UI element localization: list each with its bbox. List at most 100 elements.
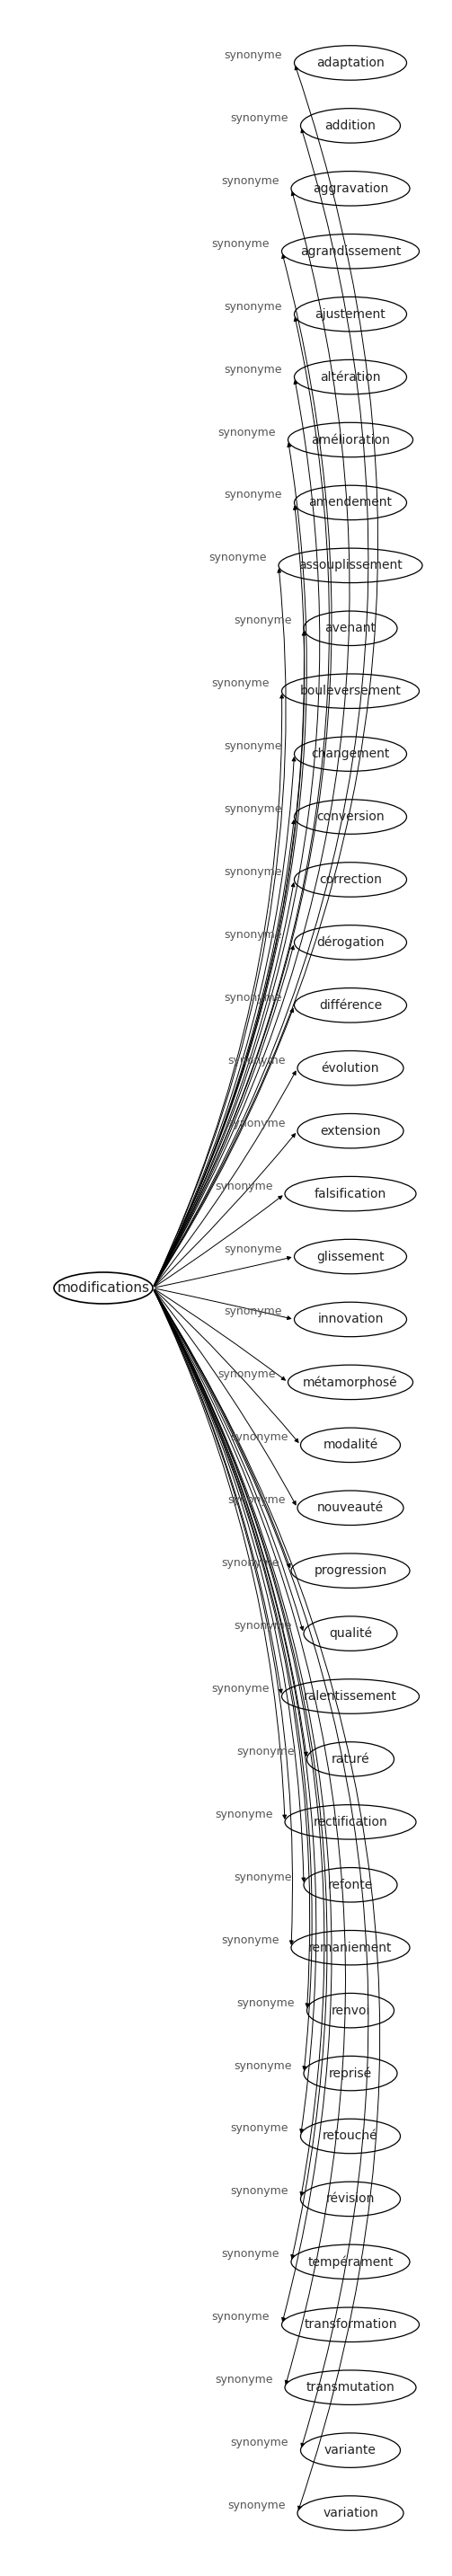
Text: tempérament: tempérament [307, 2257, 393, 2269]
FancyArrowPatch shape [154, 443, 306, 1285]
Text: altération: altération [320, 371, 381, 384]
Text: synonyme: synonyme [227, 1494, 285, 1507]
Text: transformation: transformation [304, 2318, 397, 2331]
Text: conversion: conversion [316, 811, 385, 824]
Text: synonyme: synonyme [221, 1935, 279, 1945]
Text: synonyme: synonyme [224, 49, 282, 62]
Text: amendement: amendement [309, 497, 392, 510]
Text: synonyme: synonyme [224, 363, 282, 376]
Text: révision: révision [326, 2192, 375, 2205]
FancyArrowPatch shape [154, 569, 286, 1285]
FancyArrowPatch shape [154, 1291, 332, 2321]
Text: synonyme: synonyme [231, 1432, 288, 1443]
Text: synonyme: synonyme [231, 2184, 288, 2197]
FancyArrowPatch shape [154, 317, 329, 1285]
FancyArrowPatch shape [155, 1291, 298, 1443]
Text: qualité: qualité [329, 1628, 372, 1641]
Text: transmutation: transmutation [306, 2380, 395, 2393]
FancyArrowPatch shape [154, 381, 320, 1285]
Text: raturé: raturé [331, 1752, 370, 1765]
Text: synonyme: synonyme [224, 992, 282, 1005]
Text: refonte: refonte [328, 1878, 373, 1891]
Text: synonyme: synonyme [212, 1682, 269, 1695]
FancyArrowPatch shape [154, 1010, 293, 1285]
Text: synonyme: synonyme [224, 930, 282, 940]
Text: dérogation: dérogation [316, 935, 384, 948]
FancyArrowPatch shape [154, 1291, 282, 1692]
Text: synonyme: synonyme [215, 1808, 273, 1821]
Text: reprisé: reprisé [329, 2066, 372, 2079]
FancyArrowPatch shape [154, 1291, 293, 1945]
Text: synonyme: synonyme [224, 739, 282, 752]
FancyArrowPatch shape [154, 1291, 303, 1631]
Text: renvoi: renvoi [331, 2004, 370, 2017]
FancyArrowPatch shape [154, 191, 349, 1285]
Text: bouleversement: bouleversement [300, 685, 401, 698]
Text: variation: variation [323, 2506, 378, 2519]
Text: synonyme: synonyme [212, 2311, 269, 2324]
Text: amélioration: amélioration [311, 433, 390, 446]
Text: synonyme: synonyme [234, 1870, 292, 1883]
Text: modifications: modifications [57, 1280, 150, 1296]
FancyArrowPatch shape [154, 819, 295, 1285]
FancyArrowPatch shape [154, 1072, 296, 1285]
FancyArrowPatch shape [154, 1291, 291, 1566]
Text: synonyme: synonyme [215, 2375, 273, 2385]
Text: synonyme: synonyme [224, 489, 282, 500]
FancyArrowPatch shape [155, 1195, 282, 1285]
Text: synonyme: synonyme [221, 2249, 279, 2259]
FancyArrowPatch shape [154, 631, 306, 1285]
FancyArrowPatch shape [154, 696, 283, 1285]
Text: synonyme: synonyme [231, 2123, 288, 2136]
Text: synonyme: synonyme [221, 1558, 279, 1569]
FancyArrowPatch shape [154, 67, 378, 1285]
FancyArrowPatch shape [155, 1288, 291, 1319]
Text: falsification: falsification [315, 1188, 386, 1200]
FancyArrowPatch shape [155, 1133, 295, 1285]
Text: synonyme: synonyme [221, 175, 279, 185]
Text: synonyme: synonyme [218, 1368, 276, 1381]
FancyArrowPatch shape [154, 1291, 310, 2007]
Text: modalité: modalité [323, 1440, 378, 1450]
Text: progression: progression [314, 1564, 387, 1577]
FancyArrowPatch shape [154, 945, 294, 1285]
FancyArrowPatch shape [154, 1291, 306, 1880]
Text: extension: extension [320, 1126, 381, 1136]
FancyArrowPatch shape [154, 1291, 286, 1819]
Text: addition: addition [325, 118, 376, 131]
FancyArrowPatch shape [154, 129, 368, 1285]
Text: synonyme: synonyme [234, 616, 292, 626]
Text: ajustement: ajustement [315, 309, 386, 319]
FancyArrowPatch shape [154, 1291, 368, 2447]
Text: métamorphosé: métamorphosé [303, 1376, 398, 1388]
Text: ralentissement: ralentissement [304, 1690, 397, 1703]
Text: glissement: glissement [316, 1249, 385, 1262]
Text: synonyme: synonyme [218, 428, 276, 438]
FancyArrowPatch shape [155, 1291, 285, 1381]
FancyArrowPatch shape [154, 1291, 316, 2133]
FancyArrowPatch shape [154, 757, 296, 1285]
Text: variante: variante [325, 2445, 377, 2458]
Text: avenant: avenant [325, 621, 376, 634]
Text: assouplissement: assouplissement [298, 559, 402, 572]
Text: synonyme: synonyme [224, 301, 282, 312]
FancyArrowPatch shape [154, 505, 304, 1285]
Text: nouveauté: nouveauté [317, 1502, 384, 1515]
FancyArrowPatch shape [154, 1291, 345, 2385]
Text: synonyme: synonyme [227, 2499, 285, 2512]
Text: synonyme: synonyme [212, 237, 269, 250]
Text: évolution: évolution [321, 1061, 379, 1074]
Text: synonyme: synonyme [224, 1306, 282, 1316]
FancyArrowPatch shape [154, 1291, 308, 1757]
FancyArrowPatch shape [154, 884, 295, 1285]
Text: synonyme: synonyme [224, 866, 282, 878]
Text: synonyme: synonyme [224, 804, 282, 814]
Text: synonyme: synonyme [237, 1747, 295, 1757]
Text: synonyme: synonyme [237, 1996, 295, 2009]
Text: synonyme: synonyme [234, 2061, 292, 2071]
Text: innovation: innovation [317, 1314, 383, 1327]
Text: synonyme: synonyme [231, 113, 288, 124]
Text: retouché: retouché [323, 2130, 378, 2143]
FancyArrowPatch shape [154, 1291, 380, 2509]
FancyArrowPatch shape [154, 1291, 327, 2259]
